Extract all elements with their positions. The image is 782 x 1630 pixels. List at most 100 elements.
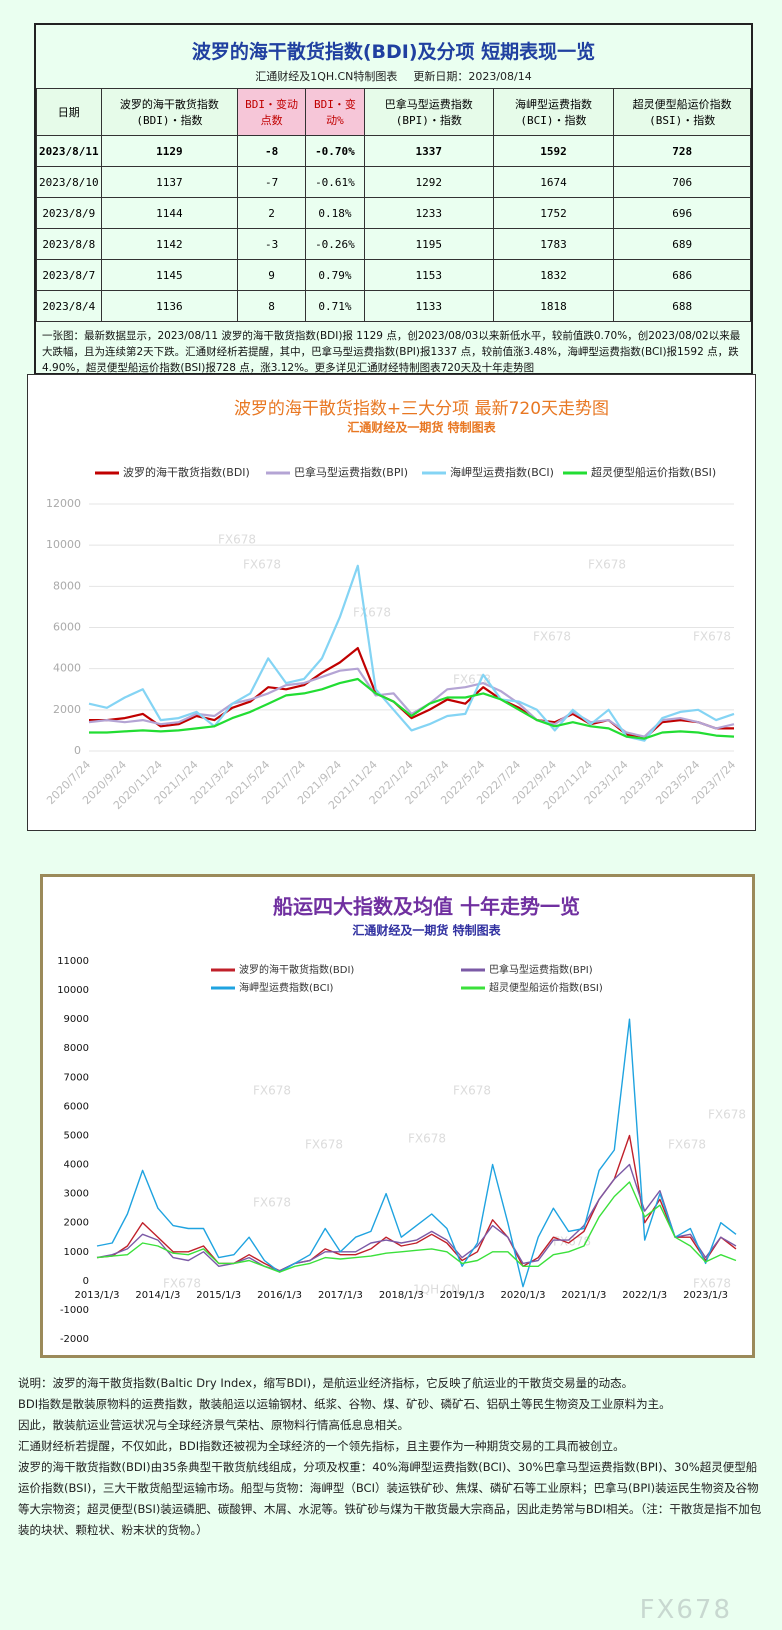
note-line: 因此，散装航运业营运状况与全球经济景气荣枯、原物料行情高低息息相关。 bbox=[18, 1418, 409, 1432]
x-tick-label: 2021/1/3 bbox=[561, 1290, 606, 1301]
table-cell: 1337 bbox=[363, 135, 494, 167]
legend-label: 海岬型运费指数(BCI) bbox=[239, 981, 334, 994]
watermark: FX678 bbox=[243, 558, 281, 572]
watermark: FX678 bbox=[163, 1277, 201, 1291]
logo: FX678 bbox=[639, 1595, 732, 1625]
table-summary: 一张图：最新数据显示，2023/08/11 波罗的海干散货指数(BDI)报 11… bbox=[42, 330, 741, 374]
y-tick-label: 6000 bbox=[53, 621, 81, 634]
y-tick-label: 12000 bbox=[46, 497, 81, 510]
table-cell: 686 bbox=[613, 259, 751, 291]
watermark: FX678 bbox=[305, 1138, 343, 1152]
header-cell: BDI・变动点数 bbox=[237, 88, 306, 136]
table-cell: 1145 bbox=[100, 259, 239, 291]
y-tick-label: 9000 bbox=[64, 1014, 89, 1025]
legend-label: 波罗的海干散货指数(BDI) bbox=[239, 963, 354, 976]
watermark: FX678 bbox=[693, 1277, 731, 1291]
watermark: FX678 bbox=[253, 1084, 291, 1098]
header-cell: 波罗的海干散货指数(BDI)・指数 bbox=[100, 88, 239, 136]
table-cell: 1832 bbox=[492, 259, 615, 291]
table-row: 2023/8/9 1144 2 0.18% 1233 1752 696 bbox=[36, 197, 751, 229]
watermark: FX678 bbox=[408, 1132, 446, 1146]
chart-subtitle: 汇通财经及一期货 特制图表 bbox=[352, 923, 501, 938]
table-cell: 2023/8/10 bbox=[36, 166, 102, 198]
y-tick-label: 4000 bbox=[53, 662, 81, 675]
x-tick-label: 2020/1/3 bbox=[501, 1290, 546, 1301]
watermark: FX678 bbox=[588, 558, 626, 572]
table-update: 更新日期：2023/08/14 bbox=[413, 70, 532, 83]
table-cell: 1129 bbox=[100, 135, 239, 167]
y-tick-label: 0 bbox=[74, 744, 81, 757]
series-line bbox=[89, 677, 735, 740]
x-tick-label: 2019/1/3 bbox=[440, 1290, 485, 1301]
table-subtitle: 汇通财经及1QH.CN特制图表 更新日期：2023/08/14 bbox=[36, 68, 751, 88]
chart-title: 船运四大指数及均值 十年走势一览 bbox=[273, 895, 580, 919]
table-row: 2023/8/8 1142 -3 -0.26% 1195 1783 689 bbox=[36, 228, 751, 260]
legend-label: 超灵便型船运价指数(BSI) bbox=[591, 465, 716, 479]
header-cell: 巴拿马型运费指数(BPI)・指数 bbox=[363, 88, 494, 136]
x-tick-label: 2016/1/3 bbox=[257, 1290, 302, 1301]
x-tick-label: 2023/1/3 bbox=[683, 1290, 728, 1301]
legend-label: 波罗的海干散货指数(BDI) bbox=[123, 465, 250, 479]
table-title: 波罗的海干散货指数(BDI)及分项 短期表现一览 bbox=[191, 41, 596, 63]
y-tick-label: -1000 bbox=[60, 1305, 89, 1316]
legend-label: 巴拿马型运费指数(BPI) bbox=[294, 465, 408, 479]
chart-title: 波罗的海干散货指数+三大分项 最新720天走势图 bbox=[234, 399, 609, 419]
table-cell: 1136 bbox=[100, 290, 239, 322]
table-cell: 688 bbox=[613, 290, 751, 322]
y-tick-label: 0 bbox=[83, 1276, 89, 1287]
table-cell: 1818 bbox=[492, 290, 615, 322]
table-cell: 2023/8/7 bbox=[36, 259, 102, 291]
table-cell: 728 bbox=[613, 135, 751, 167]
table-cell: 0.18% bbox=[304, 197, 365, 229]
table-cell: -7 bbox=[237, 166, 306, 198]
x-tick-label: 2022/1/3 bbox=[622, 1290, 667, 1301]
series-line bbox=[96, 1134, 737, 1272]
note-line: BDI指数是散装原物料的运费指数，散装船运以运输钢材、纸浆、谷物、煤、矿砂、磷矿… bbox=[18, 1397, 671, 1411]
table-cell: 2023/8/8 bbox=[36, 228, 102, 260]
table-source: 汇通财经及1QH.CN特制图表 bbox=[255, 70, 398, 83]
table-cell: 1752 bbox=[492, 197, 615, 229]
watermark: FX678 bbox=[533, 630, 571, 644]
table-cell: 0.79% bbox=[304, 259, 365, 291]
watermark: FX678 bbox=[668, 1138, 706, 1152]
y-tick-label: 11000 bbox=[57, 956, 89, 967]
table-cell: 1137 bbox=[100, 166, 239, 198]
watermark: FX678 bbox=[453, 1084, 491, 1098]
table-row: 2023/8/10 1137 -7 -0.61% 1292 1674 706 bbox=[36, 166, 751, 198]
table-cell: -3 bbox=[237, 228, 306, 260]
table-cell: 1592 bbox=[492, 135, 615, 167]
table-cell: 2023/8/9 bbox=[36, 197, 102, 229]
table-cell: 689 bbox=[613, 228, 751, 260]
y-tick-label: 5000 bbox=[64, 1130, 89, 1141]
watermark: FX678 bbox=[253, 1196, 291, 1210]
table-cell: 706 bbox=[613, 166, 751, 198]
table-cell: 2 bbox=[237, 197, 306, 229]
summary-table-box: 波罗的海干散货指数(BDI)及分项 短期表现一览 汇通财经及1QH.CN特制图表… bbox=[34, 23, 753, 375]
table-cell: 0.71% bbox=[304, 290, 365, 322]
series-line bbox=[88, 667, 735, 738]
table-cell: 1144 bbox=[100, 197, 239, 229]
y-tick-label: 6000 bbox=[64, 1101, 89, 1112]
table-cell: 1292 bbox=[363, 166, 494, 198]
legend-label: 超灵便型船运价指数(BSI) bbox=[489, 981, 603, 994]
table-cell: -8 bbox=[237, 135, 306, 167]
table-cell: 1133 bbox=[363, 290, 494, 322]
chart-10y-box: 船运四大指数及均值 十年走势一览汇通财经及一期货 特制图表 FX678 FX678 F… bbox=[40, 874, 755, 1358]
watermark: FX678 bbox=[693, 630, 731, 644]
series-line bbox=[96, 1181, 737, 1273]
header-cell: BDI・变动% bbox=[304, 88, 365, 136]
table-cell: -0.70% bbox=[304, 135, 365, 167]
header-cell: 日期 bbox=[36, 88, 102, 136]
header-cell: 海岬型运费指数(BCI)・指数 bbox=[492, 88, 615, 136]
watermark: FX678 bbox=[218, 533, 256, 547]
y-tick-label: 3000 bbox=[64, 1189, 89, 1200]
x-tick-label: 2018/1/3 bbox=[379, 1290, 424, 1301]
chart-720-box: 波罗的海干散货指数+三大分项 最新720天走势图 汇通财经及一期货 特制图表 FX6… bbox=[27, 374, 756, 831]
table-cell: 2023/8/11 bbox=[36, 135, 102, 167]
table-cell: 1674 bbox=[492, 166, 615, 198]
series-line bbox=[96, 1163, 737, 1272]
table: 日期 波罗的海干散货指数(BDI)・指数 BDI・变动点数 BDI・变动% 巴拿马型运费… bbox=[36, 88, 751, 322]
y-tick-label: 8000 bbox=[64, 1043, 89, 1054]
watermark: FX678 bbox=[353, 606, 391, 620]
